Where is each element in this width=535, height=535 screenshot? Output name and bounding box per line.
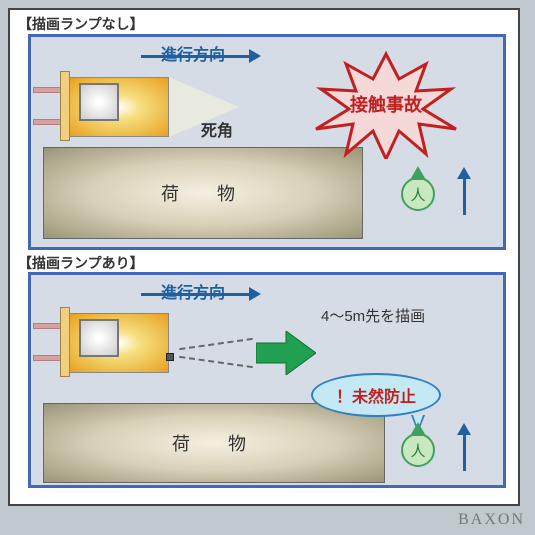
main-container: 【描画ランプなし】 進行方向 死角 荷 物 接触事故 人 【描画ランプあり】: [8, 8, 520, 506]
direction-label-1: 進行方向: [161, 41, 225, 65]
lamp-icon: [166, 353, 174, 361]
panel2-title: 【描画ランプあり】: [18, 253, 144, 273]
cargo-1: 荷 物: [43, 147, 363, 239]
panel-with-lamp: 進行方向 4～5m先を描画 荷 物 ！未然防止 人: [28, 272, 506, 488]
forklift-1: [51, 75, 161, 137]
person-arrow-1: [463, 177, 466, 215]
accident-text: 接触事故: [311, 91, 461, 117]
forklift-2: [51, 311, 161, 373]
direction-label-2: 進行方向: [161, 279, 225, 303]
panel1-title: 【描画ランプなし】: [18, 14, 144, 34]
panel-without-lamp: 進行方向 死角 荷 物 接触事故 人: [28, 34, 506, 250]
person-label-1: 人: [401, 177, 435, 211]
green-arrow: [256, 331, 316, 375]
distance-label: 4～5m先を描画: [321, 305, 425, 326]
person-arrow-2: [463, 433, 466, 471]
blind-spot-label: 死角: [201, 117, 233, 141]
prevention-text: ！未然防止: [336, 383, 416, 407]
beam-line-top: [179, 338, 253, 350]
accident-burst: 接触事故: [311, 49, 461, 159]
prevention-bubble: ！未然防止: [311, 373, 441, 417]
person-label-2: 人: [401, 433, 435, 467]
cargo-2: 荷 物: [43, 403, 385, 483]
watermark: BAXON: [458, 511, 525, 529]
person-1: 人: [401, 177, 437, 213]
beam-line-bot: [179, 356, 253, 368]
person-2: 人: [401, 433, 437, 469]
